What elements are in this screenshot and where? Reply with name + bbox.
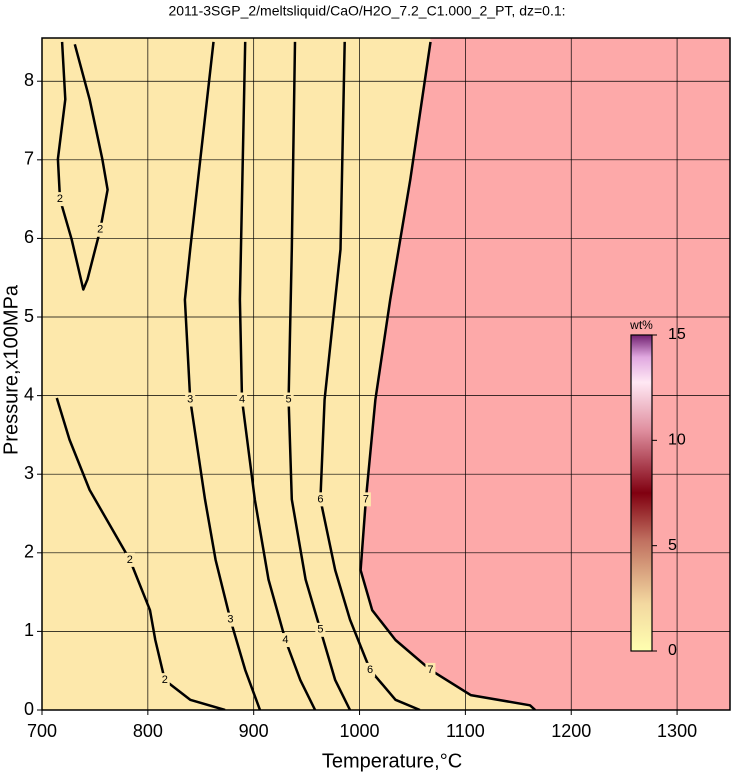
contour-line <box>183 41 262 710</box>
contour-label: 3 <box>187 393 193 405</box>
contour-line <box>56 41 109 291</box>
contour-label-bg <box>365 662 376 677</box>
contour-label: 2 <box>162 674 168 686</box>
x-tick-label: 1000 <box>340 721 380 741</box>
colorbar <box>630 334 653 652</box>
contour-label: 5 <box>317 624 323 636</box>
x-tick-label: 1300 <box>657 721 697 741</box>
contour-label: 2 <box>127 554 133 566</box>
contour-label: 3 <box>227 614 233 626</box>
contour-label: 6 <box>317 493 323 505</box>
x-tick-label: 1200 <box>551 721 591 741</box>
y-tick-label: 1 <box>24 620 34 640</box>
contour-line <box>238 41 317 710</box>
contour-label: 2 <box>57 193 63 205</box>
y-tick-label: 4 <box>24 384 34 404</box>
plot-area: 2 2 2 2 3 3 4 4 5 5 6 6 7 7 <box>42 38 730 710</box>
x-tick-label: 900 <box>239 721 269 741</box>
contour-label: 4 <box>282 634 288 646</box>
contour-line <box>319 41 421 710</box>
contour-label-bg <box>159 673 170 688</box>
contour-label: 7 <box>427 664 433 676</box>
contour-label-bg <box>360 492 371 507</box>
contour-label-bg <box>283 392 294 407</box>
colorbar-tick-label: 10 <box>668 432 686 449</box>
contour-label: 5 <box>286 393 292 405</box>
contour-label-bg <box>185 392 196 407</box>
contour-label-bg <box>425 662 436 677</box>
y-axis-label: Pressure,x100MPa <box>0 284 22 455</box>
chart-title: 2011-3SGP_2/meltsliquid/CaO/H2O_7.2_C1.0… <box>168 3 565 19</box>
contour-line <box>359 41 537 710</box>
y-tick-label: 3 <box>24 463 34 483</box>
colorbar-tick-label: 0 <box>668 642 677 659</box>
contour-label-bg <box>95 222 106 237</box>
contour-label-bg <box>280 633 291 648</box>
y-tick-label: 0 <box>24 699 34 719</box>
y-tick-label: 8 <box>24 70 34 90</box>
colorbar-tick-label: 5 <box>668 537 677 554</box>
x-axis-label: Temperature,°C <box>322 750 462 772</box>
contour-label-bg <box>315 622 326 637</box>
y-tick-label: 2 <box>24 542 34 562</box>
colorbar-tick-label: 15 <box>668 326 686 343</box>
contour-label: 6 <box>367 664 373 676</box>
plot-frame <box>41 37 731 711</box>
contour-label-bg <box>124 552 135 567</box>
contour-label-bg <box>237 392 248 407</box>
contour-line <box>287 41 352 710</box>
contour-label: 2 <box>97 224 103 236</box>
y-tick-label: 5 <box>24 306 34 326</box>
contour-label-bg <box>225 612 236 627</box>
contour-label-bg <box>315 492 326 507</box>
y-tick-label: 7 <box>24 149 34 169</box>
x-tick-label: 800 <box>133 721 163 741</box>
x-tick-label: 700 <box>27 721 57 741</box>
contour-line <box>55 397 226 710</box>
x-tick-label: 1100 <box>446 721 485 741</box>
contour-label: 7 <box>363 493 369 505</box>
overlay: 700 800 900 1000 1100 1200 1300 0 1 2 3 4 5 6 7 8 wt% 0 5 1… <box>24 37 731 741</box>
colorbar-title: wt% <box>629 318 653 332</box>
contour-label-bg <box>54 192 65 207</box>
contour-label: 4 <box>239 393 245 405</box>
y-tick-label: 6 <box>24 227 34 247</box>
